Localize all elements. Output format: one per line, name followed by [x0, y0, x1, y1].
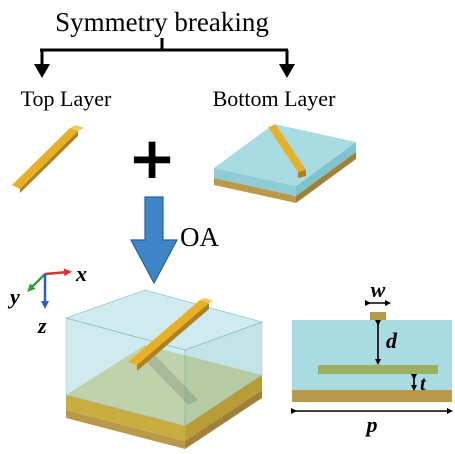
top-layer-label: Top Layer	[21, 86, 112, 111]
oa-arrow-icon	[129, 196, 179, 285]
cross-section-dielectric	[292, 320, 452, 390]
axis-x-label: x	[75, 261, 87, 286]
cross-section	[291, 300, 453, 414]
cross-section-substrate	[292, 390, 452, 402]
cross-section-top-bar	[370, 312, 386, 320]
title-text: Symmetry breaking	[55, 7, 269, 37]
coordinate-axes	[27, 268, 72, 309]
axis-z-label: z	[37, 313, 47, 338]
plus-symbol: +	[128, 124, 177, 192]
bottom-layer-slab	[214, 124, 356, 203]
dim-t-label: t	[420, 373, 427, 395]
unit-cell-3d	[64, 289, 264, 449]
oa-label: OA	[180, 222, 219, 252]
top-layer-bar	[12, 125, 84, 193]
cross-section-buried-bar	[318, 365, 438, 374]
bottom-layer-label: Bottom Layer	[213, 86, 336, 111]
dim-d-label: d	[386, 328, 398, 353]
dim-p-label: p	[365, 412, 378, 437]
axis-y-label: y	[7, 284, 20, 309]
split-bracket	[34, 38, 295, 78]
dim-w-label: w	[371, 277, 386, 302]
